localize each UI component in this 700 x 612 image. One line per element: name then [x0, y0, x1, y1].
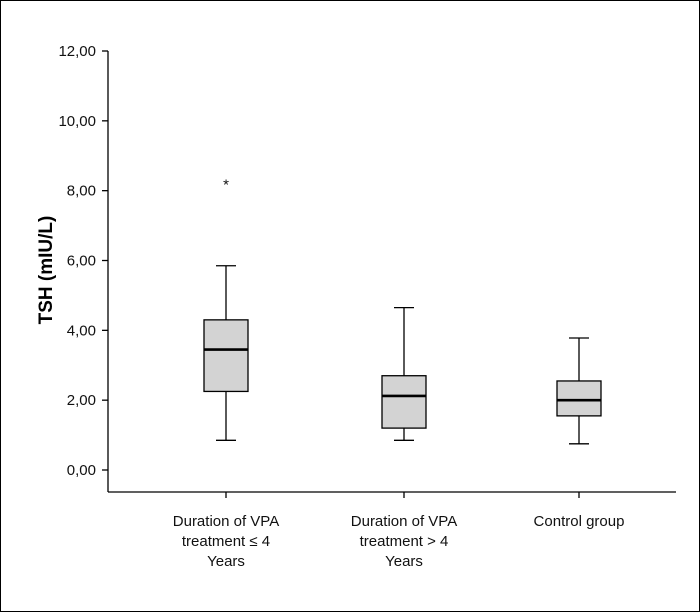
y-tick-label: 4,00 [67, 322, 96, 339]
iqr-box [556, 380, 602, 417]
x-category-label-line: Years [385, 553, 423, 570]
y-tick-label: 8,00 [67, 183, 96, 200]
box-group [556, 337, 602, 445]
y-tick-label: 2,00 [67, 392, 96, 409]
x-category-label: Control group [534, 513, 625, 530]
x-category-label-line: Duration of VPA [351, 513, 457, 530]
box-series: * [203, 176, 602, 445]
y-axis: 0,00 2,00 4,00 6,00 8,00 10,00 12,00 [58, 43, 109, 492]
x-category-label-line: treatment ≤ 4 [182, 533, 270, 550]
x-category-label-line: Control group [534, 513, 625, 530]
x-axis: Duration of VPA treatment ≤ 4 YearsDuratio… [108, 491, 676, 570]
y-tick-label: 0,00 [67, 462, 96, 479]
y-tick-label: 12,00 [58, 43, 96, 60]
box-group [381, 306, 427, 441]
iqr-box [203, 319, 249, 393]
x-category-label-line: Years [207, 553, 245, 570]
outlier-marker: * [223, 176, 229, 193]
y-tick-label: 10,00 [58, 113, 96, 130]
x-category-label-line: treatment > 4 [360, 533, 449, 550]
iqr-box [381, 375, 427, 429]
x-category-label: Duration of VPA treatment > 4 Years [351, 513, 457, 570]
x-category-label: Duration of VPA treatment ≤ 4 Years [173, 513, 279, 570]
y-axis-title: TSH (mIU/L) [36, 216, 57, 325]
y-tick-label: 6,00 [67, 253, 96, 270]
x-category-label-line: Duration of VPA [173, 513, 279, 530]
box-group: * [203, 176, 249, 441]
